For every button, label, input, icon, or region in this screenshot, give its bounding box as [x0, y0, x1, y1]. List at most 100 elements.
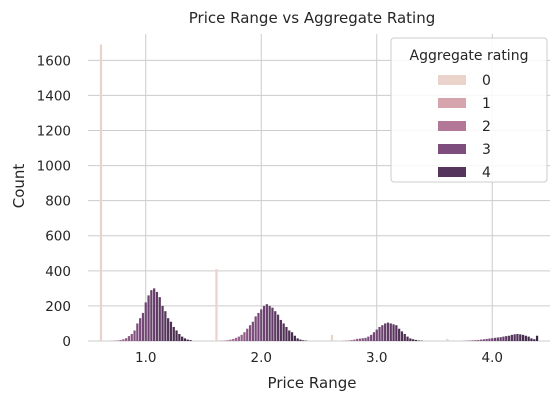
- bar: [161, 305, 164, 341]
- bar: [296, 338, 299, 341]
- bar: [183, 338, 187, 341]
- y-tick-label: 1600: [37, 53, 71, 69]
- bar: [468, 340, 471, 341]
- bar: [133, 330, 136, 341]
- bar: [488, 338, 491, 341]
- bar: [477, 339, 480, 341]
- bar: [412, 339, 415, 341]
- bar: [167, 318, 170, 341]
- bar: [147, 295, 150, 341]
- bar: [265, 304, 268, 341]
- bars-group: [99, 44, 539, 341]
- bar: [516, 333, 519, 341]
- bar: [491, 338, 494, 341]
- bar: [119, 339, 122, 341]
- bar: [479, 339, 483, 341]
- y-tick-label: 1200: [37, 123, 71, 139]
- bar: [406, 336, 409, 341]
- bar: [358, 338, 362, 341]
- bar: [389, 323, 392, 341]
- bar: [499, 337, 502, 341]
- bar: [414, 339, 418, 341]
- y-tick-label: 800: [45, 194, 71, 210]
- bar: [386, 322, 390, 341]
- bar: [186, 339, 189, 341]
- bar: [136, 323, 139, 341]
- legend-label: 2: [482, 119, 491, 135]
- bar: [127, 336, 131, 341]
- bar: [257, 312, 260, 341]
- bar: [276, 314, 280, 341]
- bar: [99, 44, 103, 341]
- y-axis-label: Count: [10, 164, 28, 209]
- bar: [232, 338, 235, 341]
- bar: [482, 339, 485, 341]
- bar: [403, 333, 406, 341]
- legend-frame: [390, 37, 548, 183]
- bar: [155, 291, 159, 341]
- bar: [251, 321, 254, 341]
- legend-swatch: [438, 144, 466, 154]
- y-tick-label: 1400: [37, 88, 71, 104]
- bar: [274, 311, 277, 341]
- bar: [268, 305, 271, 341]
- legend-label: 4: [482, 165, 491, 181]
- bar: [381, 325, 384, 341]
- bar: [282, 323, 285, 341]
- legend-swatch: [438, 167, 466, 177]
- x-axis-label: Price Range: [268, 374, 357, 392]
- bar: [384, 323, 387, 341]
- bar: [395, 325, 398, 341]
- bar: [164, 311, 167, 341]
- bar: [302, 340, 305, 341]
- bar: [299, 339, 302, 341]
- bar: [237, 336, 240, 341]
- bar: [521, 334, 525, 341]
- bar: [279, 319, 282, 341]
- y-tick-label: 200: [45, 299, 71, 315]
- bar: [130, 333, 133, 341]
- bar: [246, 328, 249, 341]
- bar: [240, 334, 243, 341]
- bar: [125, 338, 128, 341]
- y-tick-label: 0: [62, 334, 71, 350]
- legend-title: Aggregate rating: [410, 48, 529, 64]
- bar: [372, 332, 376, 341]
- x-tick-label: 3.0: [366, 350, 387, 366]
- bar: [285, 326, 288, 341]
- bar: [400, 331, 404, 341]
- bar: [243, 332, 246, 341]
- bar: [474, 340, 477, 341]
- bar: [485, 338, 488, 341]
- y-tick-label: 600: [45, 229, 71, 245]
- bar: [378, 326, 381, 341]
- bar: [254, 316, 257, 341]
- bar: [370, 334, 373, 341]
- bar: [535, 335, 539, 341]
- bar: [215, 269, 218, 341]
- bar: [141, 312, 145, 341]
- bar: [293, 335, 296, 341]
- bar: [417, 340, 420, 341]
- bar: [375, 329, 378, 341]
- bar: [144, 302, 147, 341]
- bar: [169, 321, 173, 341]
- bar: [446, 338, 449, 341]
- bar: [260, 309, 263, 341]
- bar: [178, 333, 181, 341]
- bar: [158, 297, 161, 341]
- bar: [392, 324, 395, 341]
- bar: [350, 340, 353, 341]
- bar: [153, 288, 156, 341]
- bar: [262, 305, 266, 341]
- x-tick-label: 4.0: [482, 350, 503, 366]
- bar: [507, 335, 511, 341]
- bar: [398, 328, 401, 341]
- bar: [502, 336, 505, 341]
- tick-labels: 0 200 400 600 800 1000 1200 1400 1600 1.0 2.0 3.0 4.…: [37, 53, 503, 366]
- bar: [533, 339, 536, 341]
- bar: [175, 330, 178, 341]
- bar: [364, 337, 367, 341]
- bar: [181, 336, 184, 341]
